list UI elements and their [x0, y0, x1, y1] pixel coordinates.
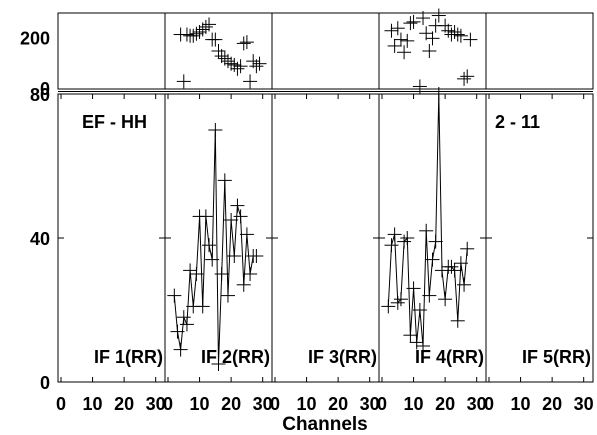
bottom-y-tick-label: 0 [40, 373, 50, 393]
x-tick-label: 10 [297, 394, 317, 414]
amplitude-line [387, 93, 468, 347]
x-tick-label: 20 [221, 394, 241, 414]
x-tick-label: 0 [270, 394, 280, 414]
x-tick-label: 20 [542, 394, 562, 414]
x-tick-label: 30 [574, 394, 594, 414]
bottom-y-tick-label: 40 [30, 229, 50, 249]
x-tick-label: 10 [404, 394, 424, 414]
amplitude-panel-frame [271, 93, 380, 383]
x-tick-label: 0 [377, 394, 387, 414]
x-tick-label: 0 [56, 394, 66, 414]
panel-frames [57, 12, 594, 383]
chart-title-left: EF - HH [82, 112, 147, 132]
axis-ticks [58, 93, 593, 383]
bottom-y-tick-label: 80 [30, 85, 50, 105]
chart-title-right: 2 - 11 [495, 112, 540, 132]
amplitude-panel-frame [57, 93, 166, 383]
phase-panel-frame [485, 12, 594, 90]
data-series [167, 8, 478, 371]
panel-label: IF 2(RR) [201, 347, 270, 367]
x-tick-label: 10 [190, 394, 210, 414]
x-tick-label: 10 [511, 394, 531, 414]
x-tick-label: 30 [360, 394, 380, 414]
amplitude-panel-frame [485, 93, 594, 383]
panel-label: IF 1(RR) [94, 347, 163, 367]
x-tick-label: 0 [484, 394, 494, 414]
phase-panel-frame [271, 12, 380, 90]
phase-panel-frame [57, 12, 166, 90]
x-tick-label: 30 [146, 394, 166, 414]
top-y-tick-label: 0 [40, 79, 50, 99]
panel-label: IF 5(RR) [522, 347, 591, 367]
x-tick-label: 0 [163, 394, 173, 414]
x-tick-label: 30 [467, 394, 487, 414]
x-axis-label: Channels [282, 414, 368, 435]
x-tick-label: 20 [435, 394, 455, 414]
x-tick-label: 20 [328, 394, 348, 414]
panel-label: IF 4(RR) [415, 347, 484, 367]
top-y-tick-label: 200 [20, 28, 50, 48]
x-tick-label: 30 [253, 394, 273, 414]
panel-label: IF 3(RR) [308, 347, 377, 367]
x-tick-label: 10 [83, 394, 103, 414]
x-tick-label: 20 [114, 394, 134, 414]
